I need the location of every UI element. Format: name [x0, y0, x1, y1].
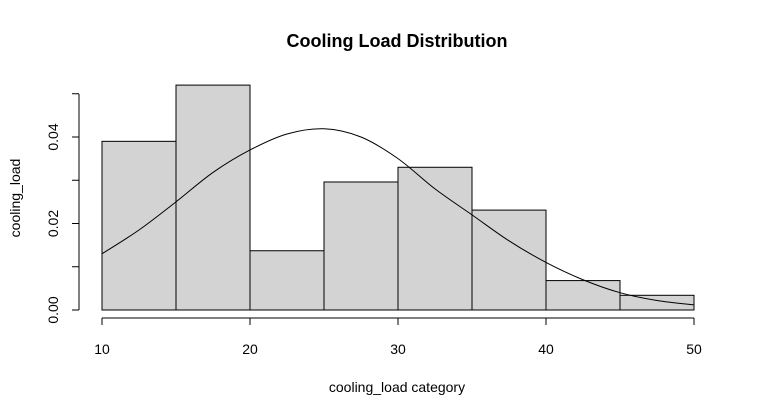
- chart-title: Cooling Load Distribution: [287, 31, 508, 51]
- histogram-bar: [175, 84, 251, 311]
- histogram-bars: [101, 84, 695, 311]
- y-axis: 0.00 0.02 0.04: [45, 93, 80, 324]
- y-axis-label: cooling_load: [7, 159, 23, 238]
- histogram-bar: [323, 181, 399, 311]
- histogram-bar: [249, 250, 325, 311]
- y-tick-label: 0.00: [45, 296, 61, 323]
- x-tick-label: 10: [94, 341, 110, 357]
- x-tick-label: 40: [538, 341, 554, 357]
- y-tick-label: 0.02: [45, 210, 61, 237]
- x-axis-label: cooling_load category: [329, 379, 465, 395]
- x-tick-label: 30: [390, 341, 406, 357]
- histogram-bar: [397, 166, 473, 311]
- x-tick-label: 20: [242, 341, 258, 357]
- x-tick-label: 50: [686, 341, 702, 357]
- x-axis: 10 20 30 40 50: [94, 317, 702, 357]
- density-curve: [101, 128, 695, 306]
- histogram-bar: [471, 209, 547, 311]
- histogram-bar: [545, 280, 621, 311]
- histogram-bar: [619, 294, 695, 311]
- y-tick-label: 0.04: [45, 123, 61, 150]
- histogram-bar: [101, 140, 177, 311]
